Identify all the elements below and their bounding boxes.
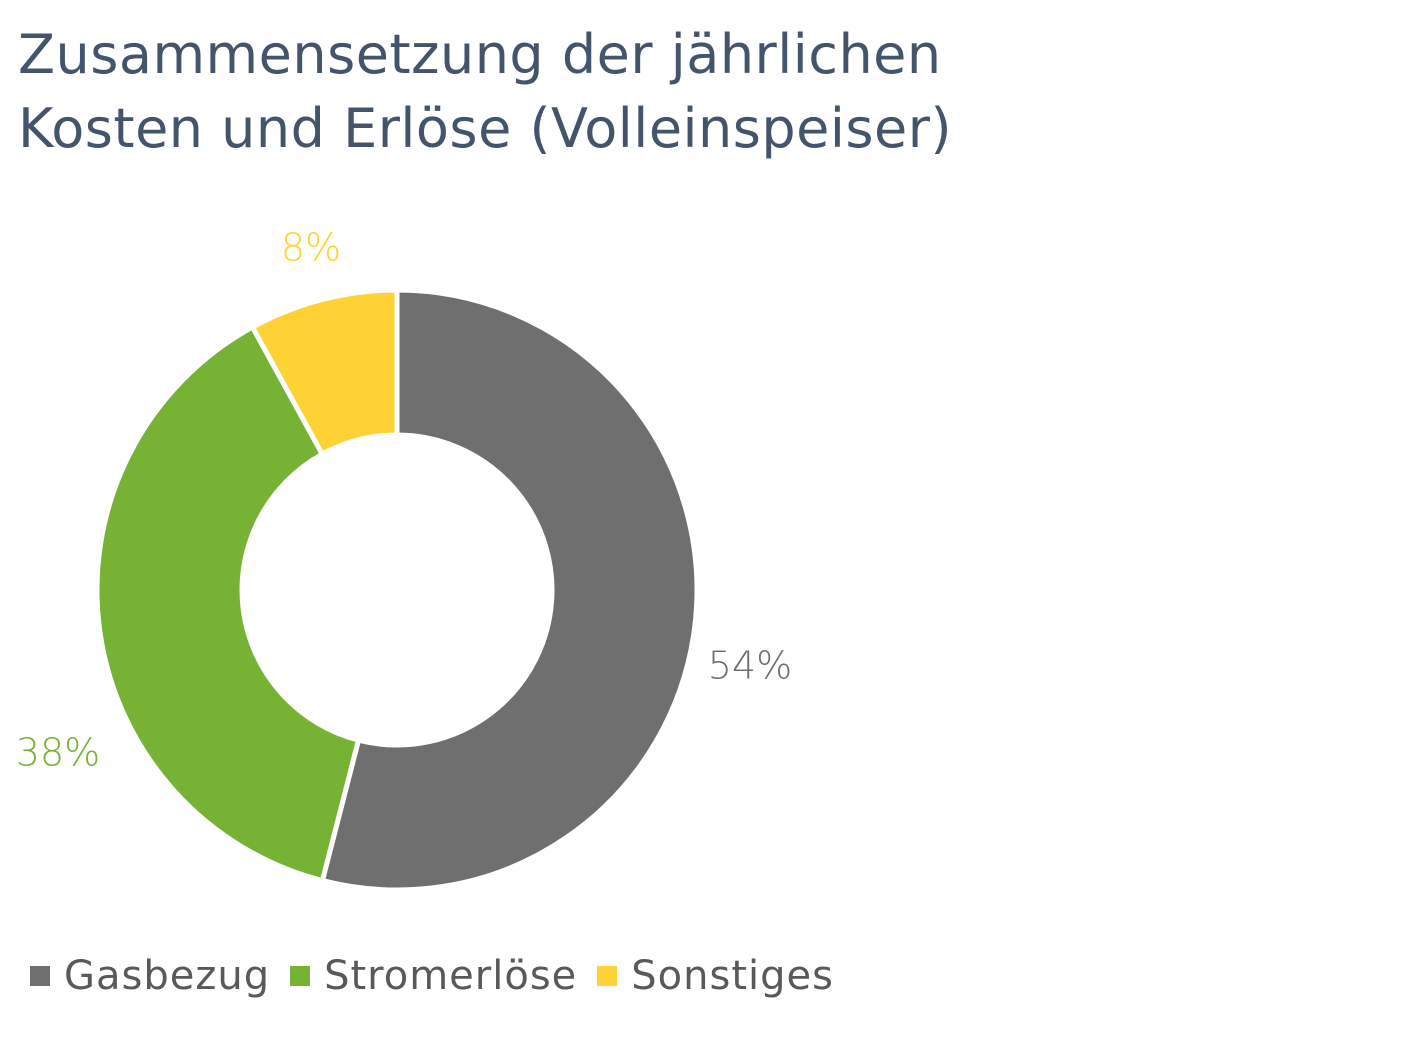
data-label-gasbezug: 54% — [708, 644, 792, 688]
donut-slices — [94, 287, 700, 893]
chart-title: Zusammensetzung der jährlichen Kosten un… — [18, 18, 952, 166]
legend-swatch-gasbezug — [30, 966, 50, 986]
legend-item-sonstiges: Sonstiges — [597, 948, 834, 1004]
legend-item-gasbezug: Gasbezug — [30, 948, 270, 1004]
legend-label-gasbezug: Gasbezug — [64, 953, 271, 999]
donut-slice-gasbezug — [319, 287, 700, 893]
donut-slice-stromerloese — [94, 323, 362, 884]
chart-title-line-2: Kosten und Erlöse (Volleinspeiser) — [18, 97, 953, 160]
legend-label-stromerloese: Stromerlöse — [324, 953, 578, 999]
legend-item-stromerloese: Stromerlöse — [290, 948, 577, 1004]
chart-title-line-1: Zusammensetzung der jährlichen — [18, 23, 942, 86]
data-label-sonstiges: 8% — [281, 226, 341, 270]
legend-swatch-stromerloese — [290, 966, 311, 986]
legend-swatch-sonstiges — [597, 966, 618, 986]
data-label-stromerloese: 38% — [16, 731, 100, 775]
donut-slice-sonstiges — [249, 287, 400, 458]
chart-legend: Gasbezug Stromerlöse Sonstiges — [30, 948, 834, 1004]
donut-data-labels: 54% 38% 8% — [16, 226, 792, 775]
legend-label-sonstiges: Sonstiges — [631, 953, 834, 999]
